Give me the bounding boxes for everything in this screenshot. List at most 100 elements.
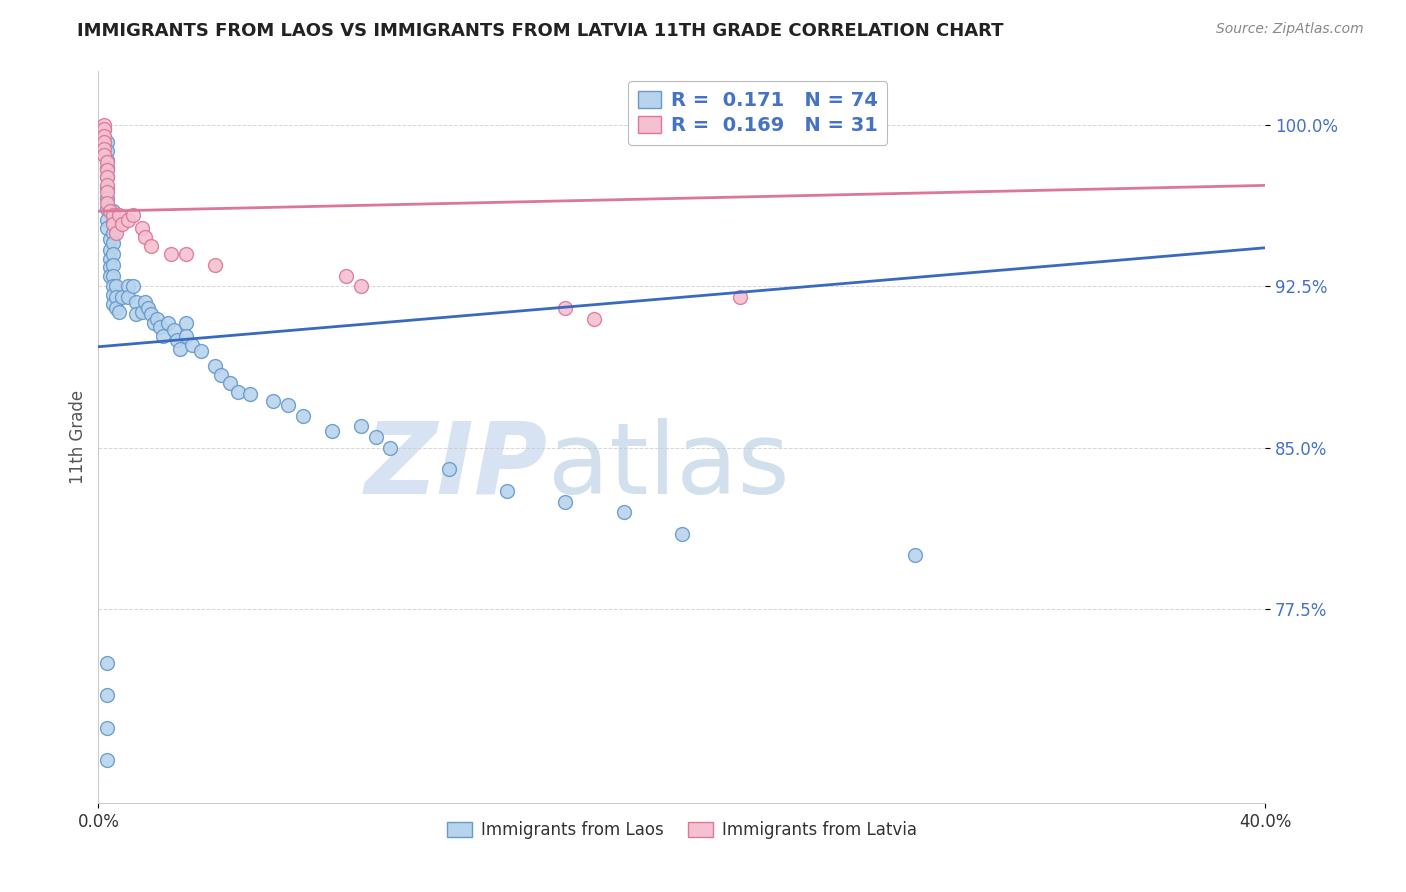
Point bbox=[174, 329, 197, 343]
Point bbox=[146, 311, 169, 326]
Point bbox=[108, 305, 131, 319]
Point bbox=[117, 290, 139, 304]
Point bbox=[364, 430, 387, 444]
Point bbox=[321, 424, 343, 438]
Legend: Immigrants from Laos, Immigrants from Latvia: Immigrants from Laos, Immigrants from La… bbox=[440, 814, 924, 846]
Point bbox=[218, 376, 240, 391]
Point bbox=[101, 236, 124, 251]
Point bbox=[125, 294, 148, 309]
Text: ZIP: ZIP bbox=[364, 417, 548, 515]
Point bbox=[96, 169, 118, 184]
Point bbox=[612, 505, 634, 519]
Point bbox=[204, 258, 226, 272]
Point bbox=[117, 212, 139, 227]
Point bbox=[101, 288, 124, 302]
Point bbox=[134, 230, 156, 244]
Point bbox=[209, 368, 232, 382]
Text: atlas: atlas bbox=[548, 417, 789, 515]
Point bbox=[117, 279, 139, 293]
Point bbox=[96, 163, 118, 178]
Point bbox=[239, 387, 262, 401]
Text: IMMIGRANTS FROM LAOS VS IMMIGRANTS FROM LATVIA 11TH GRADE CORRELATION CHART: IMMIGRANTS FROM LAOS VS IMMIGRANTS FROM … bbox=[77, 22, 1004, 40]
Point bbox=[671, 527, 693, 541]
Point bbox=[496, 483, 519, 498]
Point bbox=[98, 268, 121, 283]
Point bbox=[125, 308, 148, 322]
Point bbox=[139, 308, 162, 322]
Point bbox=[437, 462, 460, 476]
Point bbox=[93, 142, 115, 156]
Point bbox=[96, 221, 118, 235]
Point bbox=[101, 217, 124, 231]
Point bbox=[111, 290, 134, 304]
Point bbox=[583, 311, 606, 326]
Point bbox=[98, 260, 121, 274]
Point bbox=[96, 195, 118, 210]
Point bbox=[134, 294, 156, 309]
Point bbox=[160, 247, 183, 261]
Point bbox=[101, 258, 124, 272]
Point bbox=[142, 316, 165, 330]
Point bbox=[96, 191, 118, 205]
Point bbox=[96, 180, 118, 194]
Point bbox=[335, 268, 357, 283]
Point bbox=[98, 252, 121, 266]
Point bbox=[101, 215, 124, 229]
Point bbox=[204, 359, 226, 373]
Point bbox=[96, 136, 118, 150]
Point bbox=[101, 296, 124, 310]
Point bbox=[101, 204, 124, 219]
Point bbox=[277, 398, 299, 412]
Point bbox=[139, 238, 162, 252]
Point bbox=[380, 441, 402, 455]
Point bbox=[730, 290, 752, 304]
Text: Source: ZipAtlas.com: Source: ZipAtlas.com bbox=[1216, 22, 1364, 37]
Point bbox=[96, 154, 118, 169]
Point bbox=[111, 217, 134, 231]
Point bbox=[93, 118, 115, 132]
Point bbox=[96, 753, 118, 767]
Point bbox=[101, 226, 124, 240]
Point bbox=[136, 301, 159, 315]
Point bbox=[152, 329, 174, 343]
Point bbox=[98, 204, 121, 219]
Point bbox=[166, 333, 188, 347]
Point bbox=[108, 209, 131, 223]
Point bbox=[101, 279, 124, 293]
Point bbox=[131, 305, 153, 319]
Point bbox=[93, 136, 115, 150]
Point bbox=[96, 169, 118, 184]
Point bbox=[228, 384, 250, 399]
Point bbox=[101, 268, 124, 283]
Point bbox=[904, 549, 927, 563]
Point bbox=[93, 128, 115, 143]
Point bbox=[101, 209, 124, 223]
Point bbox=[96, 153, 118, 167]
Point bbox=[104, 226, 127, 240]
Point bbox=[350, 279, 373, 293]
Point bbox=[262, 393, 284, 408]
Point bbox=[96, 212, 118, 227]
Point bbox=[93, 148, 115, 162]
Point bbox=[104, 279, 127, 293]
Point bbox=[174, 247, 197, 261]
Point bbox=[174, 316, 197, 330]
Point bbox=[180, 337, 202, 351]
Point bbox=[554, 494, 576, 508]
Point bbox=[96, 721, 118, 735]
Point bbox=[96, 185, 118, 199]
Point bbox=[122, 209, 145, 223]
Point bbox=[93, 122, 115, 136]
Point bbox=[96, 144, 118, 158]
Point bbox=[104, 301, 127, 315]
Point bbox=[122, 279, 145, 293]
Point bbox=[104, 290, 127, 304]
Point bbox=[96, 178, 118, 193]
Point bbox=[157, 316, 180, 330]
Point bbox=[98, 243, 121, 257]
Point bbox=[169, 342, 191, 356]
Y-axis label: 11th Grade: 11th Grade bbox=[69, 390, 87, 484]
Point bbox=[96, 688, 118, 702]
Point bbox=[163, 322, 186, 336]
Point bbox=[149, 320, 172, 334]
